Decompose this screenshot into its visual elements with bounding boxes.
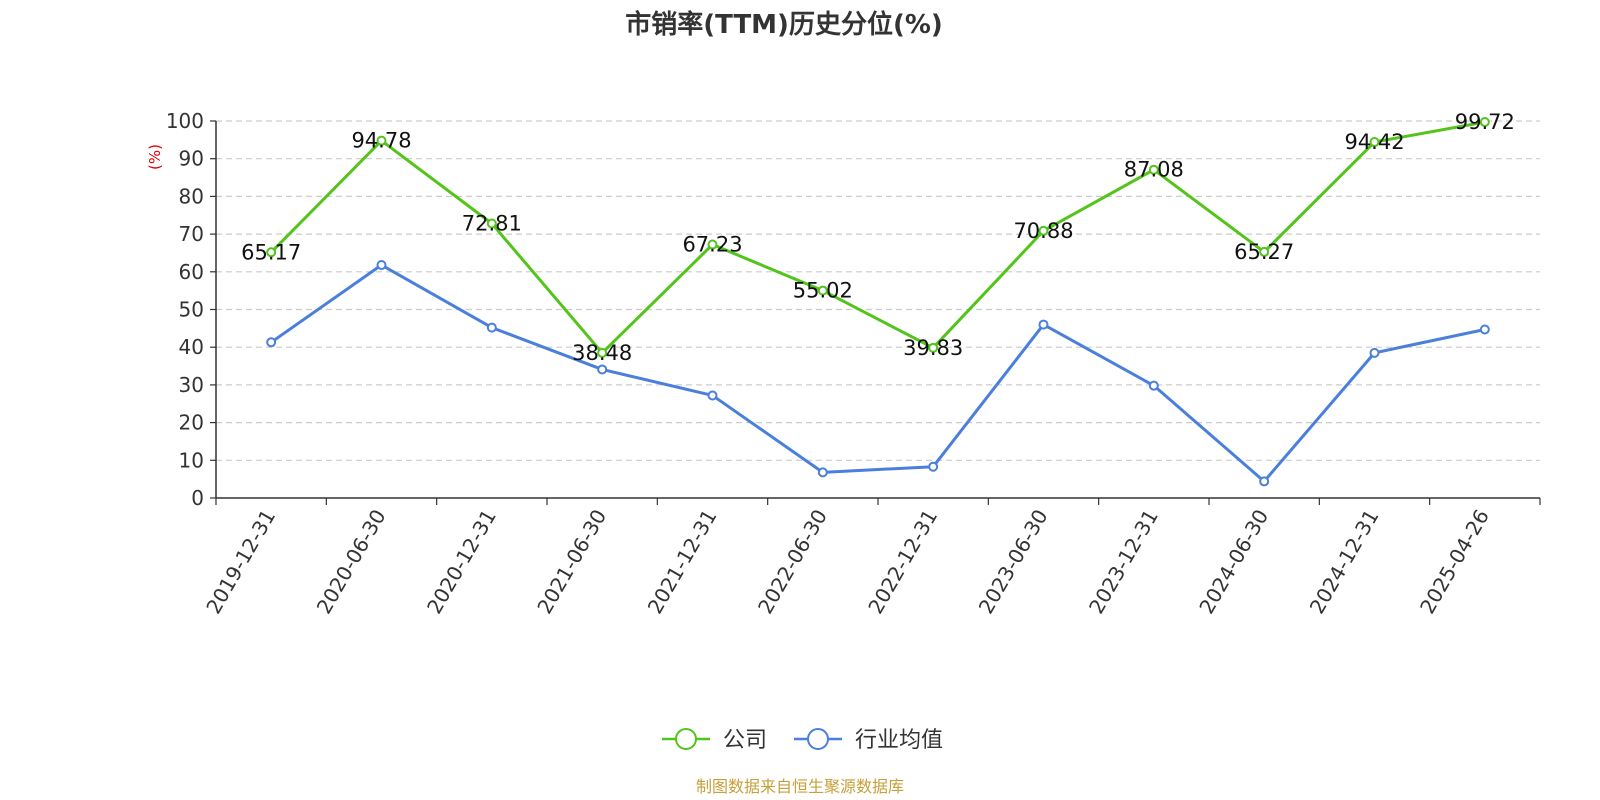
source-note: 制图数据来自恒生聚源数据库 [696, 777, 904, 796]
data-point[interactable] [266, 247, 277, 258]
data-point[interactable] [486, 322, 497, 333]
data-label: 99.72 [1455, 110, 1515, 134]
data-point[interactable] [707, 239, 718, 250]
y-tick-label: 50 [179, 298, 204, 322]
data-point[interactable] [1259, 246, 1270, 257]
data-point[interactable] [1479, 117, 1490, 128]
x-tick-labels: 2019-12-31 2020-06-30 2020-12-31 2021-06-30… [201, 505, 1494, 618]
x-tick-label: 2024-06-30 [1194, 505, 1273, 618]
data-point[interactable] [1038, 225, 1049, 236]
legend-item[interactable]: 公司 [662, 728, 767, 753]
x-tick-label: 2022-06-30 [753, 505, 832, 618]
series-line [270, 120, 1486, 355]
y-axis-label: (%) [146, 144, 164, 170]
data-label: 65.27 [1234, 240, 1294, 264]
legend-marker [675, 728, 697, 750]
data-label: 70.88 [1013, 219, 1073, 243]
data-point[interactable] [707, 390, 718, 401]
data-point[interactable] [1479, 324, 1490, 335]
data-point[interactable] [266, 337, 277, 348]
x-tick-label: 2024-12-31 [1305, 505, 1384, 618]
x-tick-label: 2019-12-31 [201, 505, 280, 618]
y-tick-label: 20 [179, 411, 204, 435]
legend[interactable]: 公司 行业均值 [662, 728, 943, 753]
y-tick-label: 80 [179, 184, 204, 208]
data-point[interactable] [928, 342, 939, 353]
data-point[interactable] [486, 218, 497, 229]
x-tick-label: 2022-12-31 [863, 505, 942, 618]
data-label: 65.17 [241, 240, 301, 264]
series-line [270, 263, 1486, 483]
data-point[interactable] [1369, 347, 1380, 358]
x-tick-label: 2021-12-31 [643, 505, 722, 618]
legend-label: 行业均值 [855, 728, 943, 753]
data-label: 72.81 [462, 212, 522, 236]
series-layer [266, 117, 1490, 487]
chart-title: 市销率(TTM)历史分位(%) [625, 9, 943, 40]
legend-item[interactable]: 行业均值 [794, 728, 943, 753]
data-point[interactable] [1148, 164, 1159, 175]
data-labels: 65.17 94.78 72.81 38.48 67.23 55.02 39.83 70.88… [241, 110, 1515, 365]
x-tick-label: 2023-06-30 [974, 505, 1053, 618]
data-label: 67.23 [682, 233, 742, 257]
data-point[interactable] [1148, 380, 1159, 391]
data-label: 38.48 [572, 341, 632, 365]
data-point[interactable] [817, 285, 828, 296]
data-point[interactable] [1369, 137, 1380, 148]
x-tick-label: 2020-06-30 [312, 505, 391, 618]
y-tick-label: 0 [191, 486, 204, 510]
x-tick-label: 2020-12-31 [422, 505, 501, 618]
data-point[interactable] [597, 347, 608, 358]
data-label: 39.83 [903, 336, 963, 360]
y-tick-label: 40 [179, 335, 204, 359]
data-point[interactable] [376, 135, 387, 146]
data-point[interactable] [928, 461, 939, 472]
axes [210, 120, 1541, 505]
data-point[interactable] [1038, 319, 1049, 330]
legend-label: 公司 [723, 728, 767, 753]
grid-lines [216, 120, 1540, 461]
legend-marker [807, 728, 829, 750]
x-tick-label: 2021-06-30 [532, 505, 611, 618]
data-label: 94.78 [351, 129, 411, 153]
y-tick-label: 30 [179, 373, 204, 397]
y-tick-label: 60 [179, 260, 204, 284]
data-point[interactable] [817, 467, 828, 478]
x-tick-label: 2023-12-31 [1084, 505, 1163, 618]
y-tick-label: 10 [179, 448, 204, 472]
data-label: 94.42 [1344, 130, 1404, 154]
y-tick-label: 70 [179, 222, 204, 246]
data-point[interactable] [597, 364, 608, 375]
y-tick-labels: 0 10 20 30 40 50 60 70 80 90 100 [166, 109, 204, 510]
data-point[interactable] [376, 260, 387, 271]
data-label: 55.02 [793, 279, 853, 303]
y-tick-label: 100 [166, 109, 204, 133]
data-label: 87.08 [1124, 158, 1184, 182]
data-point[interactable] [1259, 476, 1270, 487]
y-tick-label: 90 [179, 147, 204, 171]
x-tick-label: 2025-04-26 [1415, 505, 1494, 618]
